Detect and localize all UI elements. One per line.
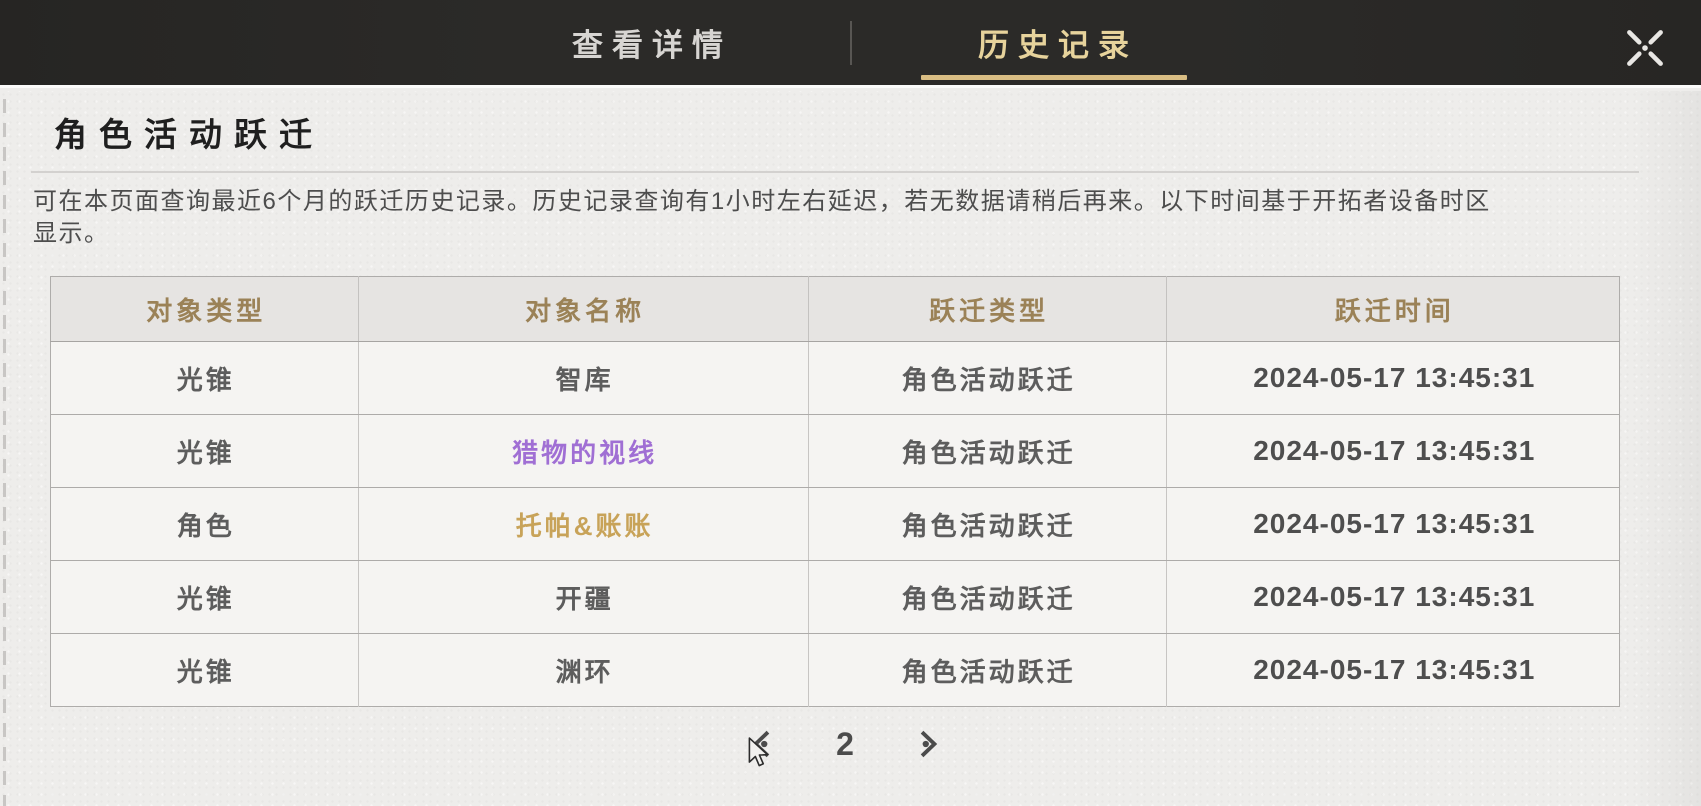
cell-item-name: 渊环 [357, 633, 809, 707]
tab-view-details-label: 查看详情 [572, 28, 732, 63]
cell-item-name: 智库 [357, 341, 809, 415]
left-dashed-decoration [3, 99, 6, 806]
tab-history[interactable]: 历史记录 [904, 0, 1204, 85]
table-row: 光锥 智库 角色活动跃迁 2024-05-17 13:45:31 [50, 341, 1620, 415]
tab-divider [849, 20, 852, 65]
cell-warp-type: 角色活动跃迁 [807, 633, 1167, 707]
col-header-item-name: 对象名称 [357, 276, 809, 342]
cell-warp-type: 角色活动跃迁 [807, 487, 1167, 561]
chevron-right-icon [920, 730, 938, 758]
prev-page-button[interactable] [742, 722, 786, 766]
cell-warp-type: 角色活动跃迁 [807, 414, 1167, 488]
tab-history-label: 历史记录 [978, 28, 1138, 63]
close-icon [1627, 30, 1663, 66]
description-line-1: 可在本页面查询最近6个月的跃迁历史记录。历史记录查询有1小时左右延迟，若无数据请… [33, 188, 1491, 215]
table-row: 角色 托帕&账账 角色活动跃迁 2024-05-17 13:45:31 [50, 487, 1620, 561]
tab-bar: 查看详情 历史记录 [0, 0, 1701, 85]
cell-item-name: 托帕&账账 [357, 487, 809, 561]
cell-warp-time: 2024-05-17 13:45:31 [1165, 341, 1620, 415]
col-header-item-type: 对象类型 [50, 276, 359, 342]
cell-warp-time: 2024-05-17 13:45:31 [1165, 487, 1620, 561]
description-line-2: 显示。 [33, 220, 110, 247]
close-button[interactable] [1619, 22, 1671, 74]
cell-warp-type: 角色活动跃迁 [807, 341, 1167, 415]
col-header-warp-time: 跃迁时间 [1165, 276, 1620, 342]
current-page-number: 2 [836, 725, 854, 762]
table-row: 光锥 开疆 角色活动跃迁 2024-05-17 13:45:31 [50, 560, 1620, 634]
page-title: 角色活动跃迁 [54, 116, 324, 153]
next-page-button[interactable] [904, 722, 948, 766]
pagination: 2 [0, 722, 1690, 766]
warp-history-table: 对象类型 对象名称 跃迁类型 跃迁时间 光锥 智库 角色活动跃迁 2024-05-17… [50, 276, 1620, 707]
active-tab-underline [920, 75, 1187, 80]
table-row: 光锥 猎物的视线 角色活动跃迁 2024-05-17 13:45:31 [50, 414, 1620, 488]
cell-item-name: 开疆 [357, 560, 809, 634]
tab-view-details[interactable]: 查看详情 [498, 0, 798, 85]
cell-item-type: 光锥 [50, 414, 359, 488]
cell-warp-type: 角色活动跃迁 [807, 560, 1167, 634]
history-content: 角色活动跃迁 可在本页面查询最近6个月的跃迁历史记录。历史记录查询有1小时左右延… [0, 91, 1701, 806]
table-header-row: 对象类型 对象名称 跃迁类型 跃迁时间 [50, 276, 1620, 342]
cell-warp-time: 2024-05-17 13:45:31 [1165, 560, 1620, 634]
cell-item-type: 光锥 [50, 341, 359, 415]
title-divider [31, 171, 1639, 173]
cell-warp-time: 2024-05-17 13:45:31 [1165, 414, 1620, 488]
cell-warp-time: 2024-05-17 13:45:31 [1165, 633, 1620, 707]
cell-item-type: 光锥 [50, 560, 359, 634]
cell-item-name: 猎物的视线 [357, 414, 809, 488]
col-header-warp-type: 跃迁类型 [807, 276, 1167, 342]
modal-header: 查看详情 历史记录 [0, 0, 1701, 88]
cell-item-type: 光锥 [50, 633, 359, 707]
chevron-left-icon [752, 730, 770, 758]
page-description: 可在本页面查询最近6个月的跃迁历史记录。历史记录查询有1小时左右延迟，若无数据请… [33, 186, 1641, 250]
cell-item-type: 角色 [50, 487, 359, 561]
table-row: 光锥 渊环 角色活动跃迁 2024-05-17 13:45:31 [50, 633, 1620, 707]
